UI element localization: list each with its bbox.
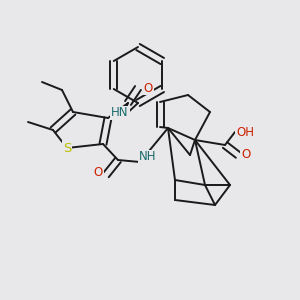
Text: HN: HN (111, 106, 129, 119)
Text: O: O (93, 167, 103, 179)
Text: OH: OH (236, 125, 254, 139)
Text: O: O (242, 148, 250, 161)
Text: S: S (63, 142, 71, 154)
Text: O: O (143, 82, 153, 94)
Text: NH: NH (139, 151, 157, 164)
